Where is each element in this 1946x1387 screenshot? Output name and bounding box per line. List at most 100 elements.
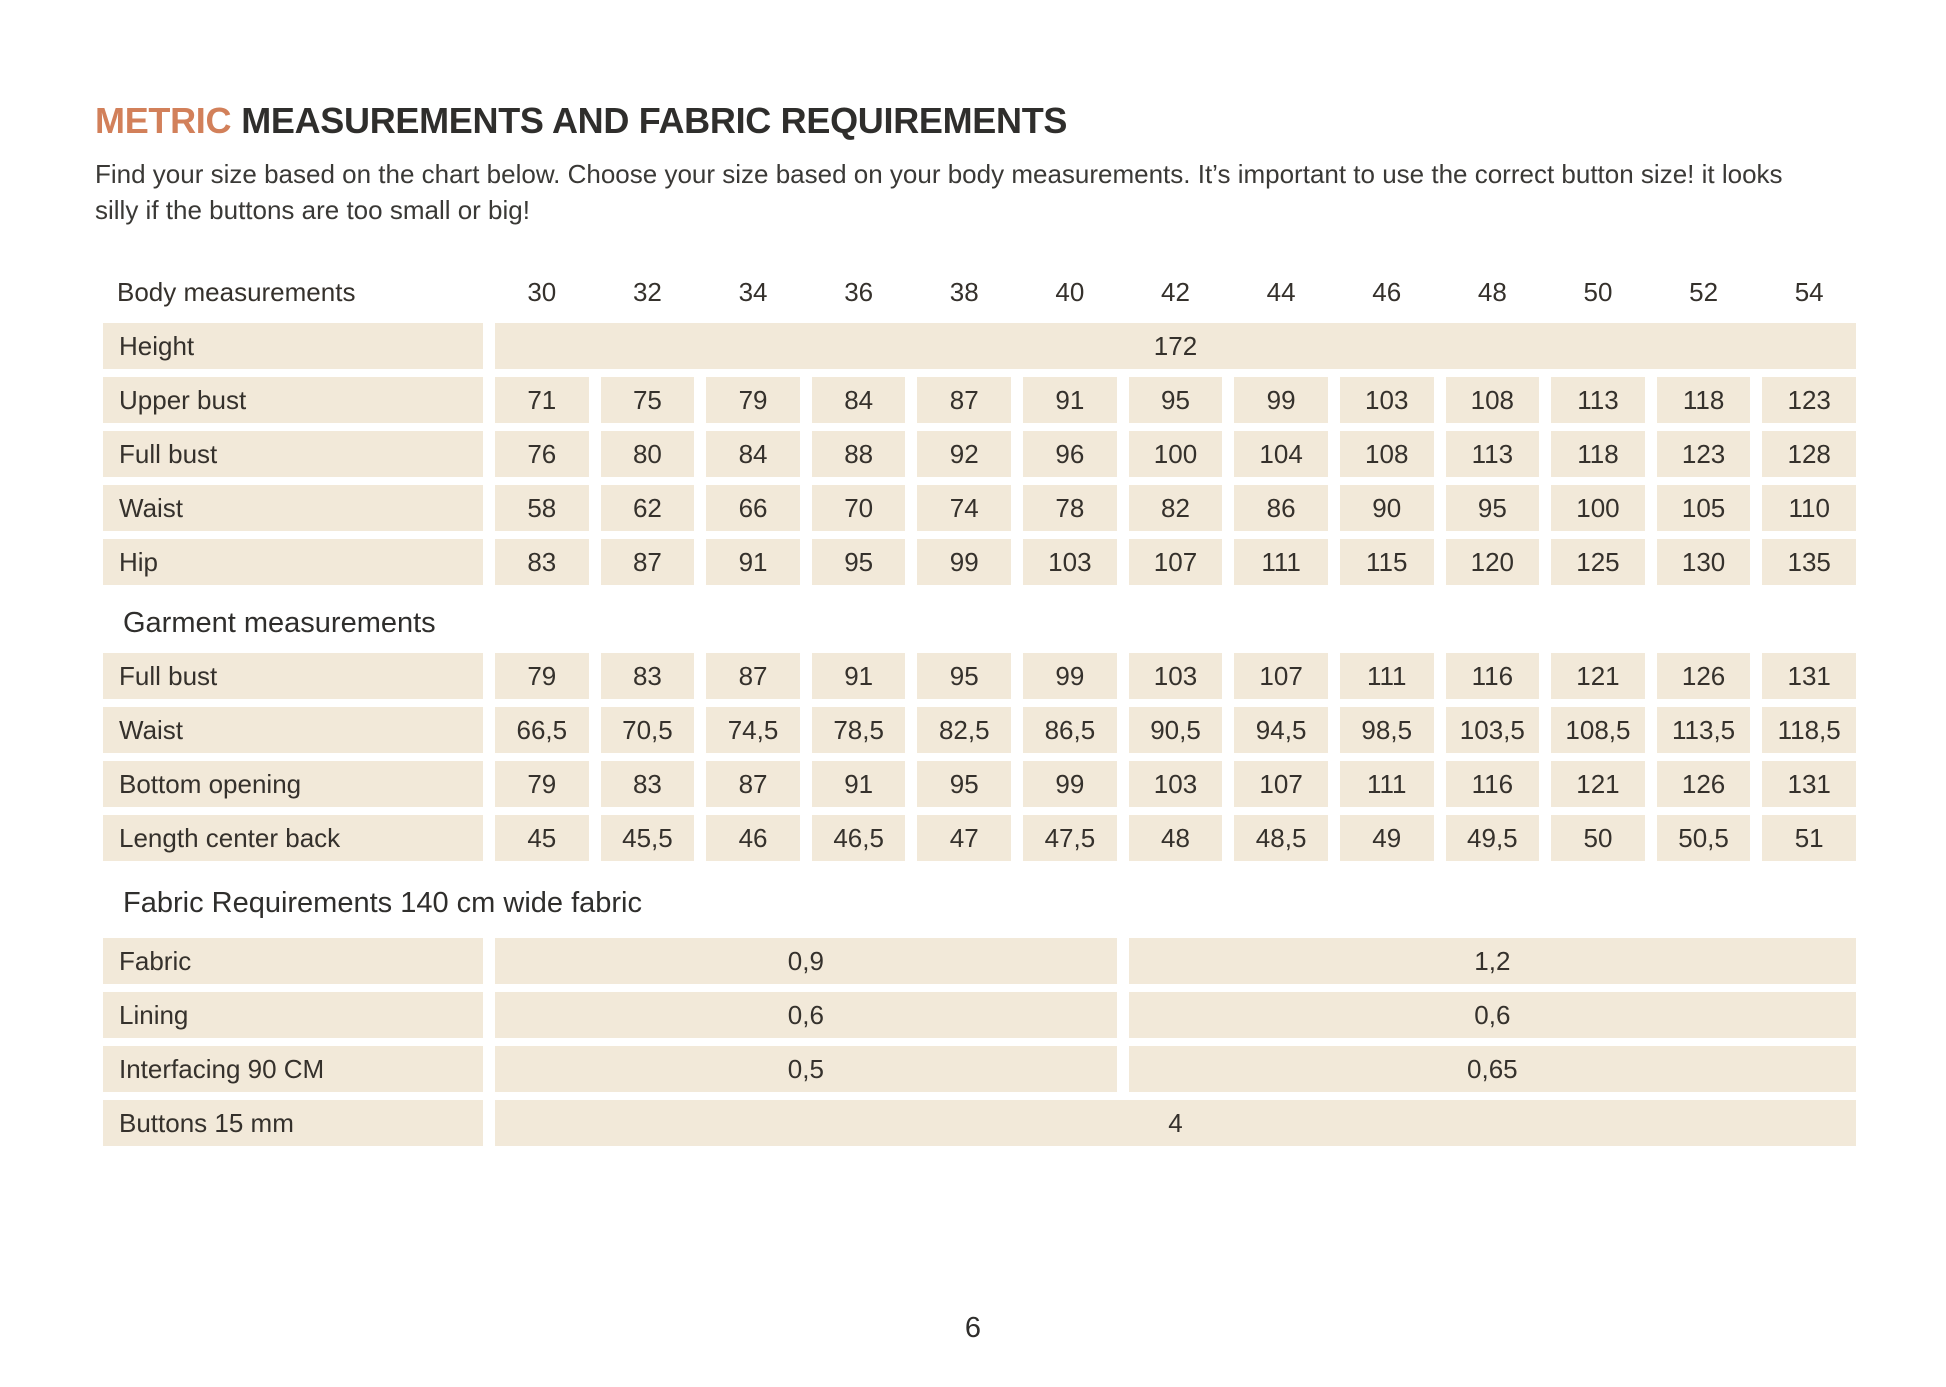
value-cell: 86 bbox=[1234, 485, 1328, 531]
merged-value-cell: 172 bbox=[495, 323, 1856, 369]
value-cell: 49,5 bbox=[1445, 815, 1540, 861]
table-row: Upper bust 71 75 79 84 87 91 95 99 103 108 113 118 12… bbox=[103, 377, 1856, 423]
value-cell: 91 bbox=[811, 761, 906, 807]
value-cell: 103 bbox=[1128, 761, 1223, 807]
size-column-header-40: 40 bbox=[1055, 276, 1085, 307]
table-row: Hip 83 87 91 95 99 103 107 111 115 120 125 130 135 bbox=[103, 539, 1856, 585]
value-cell: 76 bbox=[495, 431, 589, 477]
value-cell: 78 bbox=[1023, 485, 1117, 531]
value-cell: 86,5 bbox=[1023, 707, 1117, 753]
size-column-header-36: 36 bbox=[844, 276, 874, 307]
value-cell: 99 bbox=[917, 539, 1012, 585]
value-cell: 100 bbox=[1128, 431, 1223, 477]
value-cell: 95 bbox=[917, 653, 1012, 699]
row-label: Upper bust bbox=[103, 377, 483, 423]
value-cell: 58 bbox=[495, 485, 589, 531]
value-cell: 48 bbox=[1128, 815, 1223, 861]
table-row: Interfacing 90 CM 0,5 0,65 bbox=[103, 1046, 1856, 1092]
value-cell: 91 bbox=[1023, 377, 1117, 423]
value-cell: 49 bbox=[1339, 815, 1434, 861]
value-cell: 108 bbox=[1445, 377, 1540, 423]
value-cell: 74 bbox=[917, 485, 1012, 531]
value-cell: 115 bbox=[1339, 539, 1434, 585]
size-column-header-48: 48 bbox=[1477, 276, 1507, 307]
value-cell: 47 bbox=[917, 815, 1012, 861]
merged-value-cell-left: 0,9 bbox=[495, 938, 1117, 984]
value-cell: 87 bbox=[600, 539, 695, 585]
value-cell: 125 bbox=[1551, 539, 1645, 585]
value-cell: 87 bbox=[706, 761, 800, 807]
value-cell: 100 bbox=[1551, 485, 1645, 531]
row-label: Buttons 15 mm bbox=[103, 1100, 483, 1146]
value-cell: 111 bbox=[1339, 653, 1434, 699]
garment-section-title: Garment measurements bbox=[123, 606, 436, 639]
value-cell: 82,5 bbox=[917, 707, 1012, 753]
value-cell: 90,5 bbox=[1128, 707, 1223, 753]
value-cell: 111 bbox=[1339, 761, 1434, 807]
row-label: Lining bbox=[103, 992, 483, 1038]
value-cell: 95 bbox=[1445, 485, 1540, 531]
size-column-header-38: 38 bbox=[949, 276, 979, 307]
size-column-header-44: 44 bbox=[1266, 276, 1296, 307]
table-row: Full bust 79 83 87 91 95 99 103 107 111 116 121 126 1… bbox=[103, 653, 1856, 699]
value-cell: 51 bbox=[1762, 815, 1856, 861]
value-cell: 47,5 bbox=[1023, 815, 1117, 861]
merged-value-cell: 4 bbox=[495, 1100, 1856, 1146]
size-column-header-52: 52 bbox=[1689, 276, 1719, 307]
merged-value-cell-left: 0,5 bbox=[495, 1046, 1117, 1092]
page-title-accent: METRIC bbox=[95, 100, 232, 141]
value-cell: 108 bbox=[1339, 431, 1434, 477]
value-cell: 80 bbox=[600, 431, 695, 477]
size-column-header-54: 54 bbox=[1794, 276, 1824, 307]
value-cell: 107 bbox=[1234, 761, 1328, 807]
size-column-header-34: 34 bbox=[738, 276, 768, 307]
row-label: Bottom opening bbox=[103, 761, 483, 807]
value-cell: 110 bbox=[1762, 485, 1856, 531]
value-cell: 103 bbox=[1128, 653, 1223, 699]
value-cell: 103 bbox=[1023, 539, 1117, 585]
value-cell: 79 bbox=[495, 653, 589, 699]
value-cell: 103 bbox=[1339, 377, 1434, 423]
value-cell: 99 bbox=[1023, 761, 1117, 807]
value-cell: 118,5 bbox=[1762, 707, 1856, 753]
value-cell: 120 bbox=[1445, 539, 1540, 585]
size-column-header-50: 50 bbox=[1583, 276, 1613, 307]
size-column-header-42: 42 bbox=[1161, 276, 1190, 307]
value-cell: 108,5 bbox=[1551, 707, 1645, 753]
value-cell: 116 bbox=[1445, 653, 1540, 699]
column-header-label: Body measurements bbox=[117, 276, 356, 307]
fabric-section-title: Fabric Requirements 140 cm wide fabric bbox=[123, 887, 642, 919]
intro-text: Find your size based on the chart below.… bbox=[95, 159, 1783, 225]
value-cell: 45 bbox=[495, 815, 589, 861]
value-cell: 118 bbox=[1656, 377, 1751, 423]
value-cell: 107 bbox=[1128, 539, 1223, 585]
value-cell: 71 bbox=[495, 377, 589, 423]
value-cell: 87 bbox=[706, 653, 800, 699]
merged-value-cell-left: 0,6 bbox=[495, 992, 1117, 1038]
value-cell: 126 bbox=[1656, 761, 1751, 807]
value-cell: 87 bbox=[917, 377, 1012, 423]
merged-value-cell-right: 0,6 bbox=[1128, 992, 1856, 1038]
value-cell: 130 bbox=[1656, 539, 1751, 585]
value-cell: 128 bbox=[1762, 431, 1856, 477]
value-cell: 84 bbox=[811, 377, 906, 423]
value-cell: 105 bbox=[1656, 485, 1751, 531]
size-chart-table: Body measurements 30 32 34 36 38 40 42 44 46 48 50 5… bbox=[103, 269, 1856, 1154]
value-cell: 83 bbox=[600, 761, 695, 807]
row-label: Waist bbox=[103, 707, 483, 753]
value-cell: 104 bbox=[1234, 431, 1328, 477]
row-label: Height bbox=[103, 323, 483, 369]
value-cell: 121 bbox=[1551, 761, 1645, 807]
value-cell: 83 bbox=[600, 653, 695, 699]
value-cell: 46 bbox=[706, 815, 800, 861]
value-cell: 91 bbox=[706, 539, 800, 585]
value-cell: 79 bbox=[706, 377, 800, 423]
page-title: METRIC MEASUREMENTS AND FABRIC REQUIREMEN… bbox=[95, 100, 1067, 142]
value-cell: 113 bbox=[1551, 377, 1645, 423]
value-cell: 123 bbox=[1762, 377, 1856, 423]
garment-section-title-row: Garment measurements bbox=[103, 593, 1856, 653]
value-cell: 94,5 bbox=[1234, 707, 1328, 753]
size-header-row: Body measurements 30 32 34 36 38 40 42 44 46 48 50 5… bbox=[103, 269, 1856, 315]
value-cell: 82 bbox=[1128, 485, 1223, 531]
table-row: Length center back 45 45,5 46 46,5 47 47,5 48 48… bbox=[103, 815, 1856, 861]
